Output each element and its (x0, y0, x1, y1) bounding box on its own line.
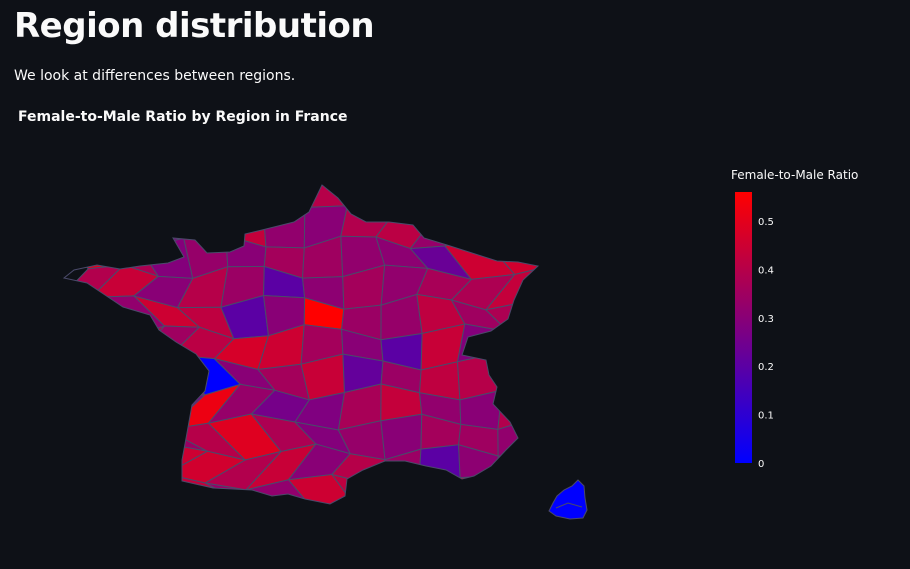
region-d25[interactable] (54, 233, 126, 270)
colorbar-tick-label: 0.2 (758, 362, 774, 373)
region-d44[interactable] (497, 455, 539, 489)
region-d55[interactable] (459, 475, 501, 518)
region-d21[interactable] (53, 414, 128, 461)
region-d46[interactable] (92, 481, 166, 520)
region-d61[interactable] (49, 336, 130, 369)
region-d16[interactable] (183, 203, 227, 239)
colorbar-tick-label: 0.3 (758, 314, 774, 325)
colorbar-title: Female-to-Male Ratio (731, 168, 858, 182)
colorbar-ticks: 0 0.1 0.2 0.3 0.4 0.5 (758, 217, 774, 470)
colorbar-tick-label: 0.1 (758, 411, 774, 422)
region-d22[interactable] (409, 204, 479, 250)
region-d04[interactable] (186, 184, 228, 217)
france-outline (62, 184, 540, 505)
region-d56[interactable] (497, 475, 538, 507)
region-d10[interactable] (87, 387, 170, 421)
page-subtitle: We look at differences between regions. (14, 68, 296, 84)
region-d09[interactable] (368, 177, 436, 218)
colorbar-gradient (735, 192, 752, 463)
colorbar-tick-label: 0.5 (758, 217, 774, 228)
region-d45[interactable] (59, 479, 123, 513)
region-d49[interactable] (50, 296, 130, 339)
region-d53[interactable] (374, 484, 427, 516)
region-d42[interactable] (417, 444, 461, 490)
region-d34[interactable] (92, 443, 170, 491)
region-corsica[interactable] (548, 479, 588, 520)
region-d02[interactable] (102, 174, 153, 221)
colorbar-tick-label: 0.4 (758, 265, 774, 276)
region-d33[interactable] (59, 453, 128, 491)
colorbar: Female-to-Male Ratio 0 0.1 0.2 0.3 0.4 0.5 (731, 168, 858, 470)
region-d09[interactable] (53, 384, 131, 427)
colorbar-tick-label: 0 (758, 459, 764, 470)
region-d12[interactable] (477, 186, 558, 220)
region-d03[interactable] (145, 174, 189, 211)
region-d74[interactable] (87, 365, 169, 400)
region-d73[interactable] (49, 356, 130, 389)
region-d05[interactable] (224, 179, 265, 220)
region-d10[interactable] (403, 176, 479, 219)
region-d13[interactable] (54, 212, 119, 246)
region-d54[interactable] (417, 476, 462, 518)
region-d07[interactable] (299, 175, 349, 209)
region-d08[interactable] (491, 353, 546, 391)
region-d20[interactable] (497, 383, 545, 431)
region-d22[interactable] (87, 413, 170, 455)
region-d62[interactable] (86, 324, 167, 369)
region-d06[interactable] (263, 175, 306, 220)
region-d72[interactable] (491, 331, 552, 364)
region-d11[interactable] (439, 176, 520, 209)
region-d01[interactable] (60, 181, 118, 221)
regions-layer (49, 174, 558, 520)
region-d23[interactable] (443, 205, 521, 248)
region-d75[interactable] (127, 354, 206, 400)
region-d24[interactable] (479, 206, 558, 240)
region-d14[interactable] (95, 208, 153, 250)
page-title: Region distribution (14, 6, 375, 46)
chart-title: Female-to-Male Ratio by Region in France (18, 109, 348, 125)
